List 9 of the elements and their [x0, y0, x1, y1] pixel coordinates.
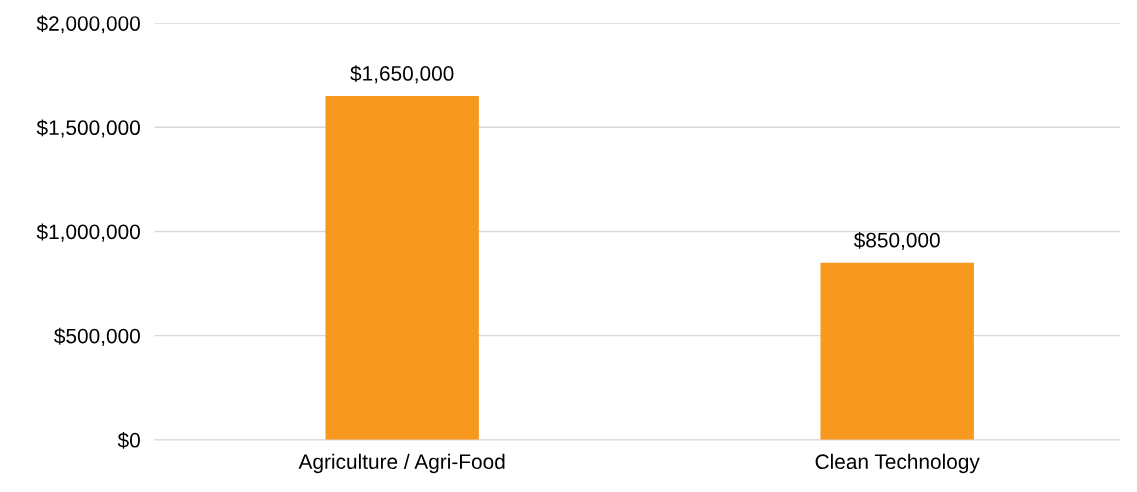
- y-tick-label: $0: [117, 431, 140, 449]
- data-label: $1,650,000: [350, 65, 454, 84]
- x-tick-label: Clean Technology: [815, 453, 980, 474]
- y-tick-label: $500,000: [54, 327, 140, 346]
- x-tick-label: Agriculture / Agri-Food: [298, 453, 505, 474]
- y-tick-label: $1,000,000: [36, 223, 140, 242]
- y-tick-label: $2,000,000: [36, 15, 140, 34]
- data-label: $850,000: [853, 231, 940, 250]
- y-tick-label: $1,500,000: [36, 119, 140, 138]
